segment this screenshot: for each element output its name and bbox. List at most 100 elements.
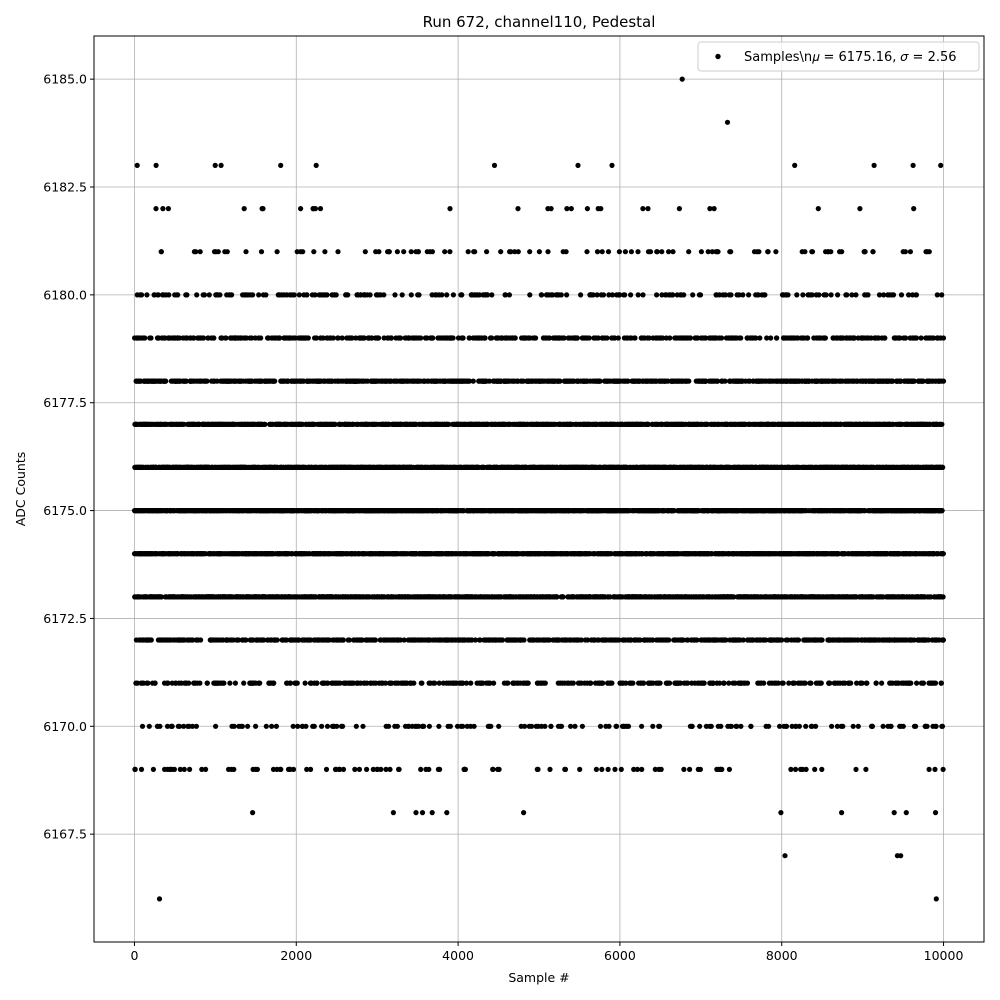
data-point xyxy=(239,723,245,729)
data-point xyxy=(489,335,495,341)
data-point xyxy=(333,292,339,298)
data-point xyxy=(491,162,498,168)
data-point xyxy=(447,723,453,729)
data-point xyxy=(198,637,204,643)
data-point xyxy=(134,162,140,168)
data-point xyxy=(231,766,237,773)
data-point xyxy=(171,766,177,773)
data-point xyxy=(352,766,358,773)
data-point xyxy=(153,162,159,168)
data-point xyxy=(490,766,496,773)
data-point xyxy=(314,680,320,686)
data-point xyxy=(250,292,256,298)
data-point xyxy=(533,335,539,341)
data-point xyxy=(436,723,442,729)
data-point xyxy=(312,206,318,212)
data-point xyxy=(323,766,330,773)
data-point xyxy=(288,680,294,686)
data-point xyxy=(256,292,262,298)
data-point xyxy=(158,249,164,255)
data-point xyxy=(498,249,504,255)
data-point xyxy=(388,335,394,341)
data-point xyxy=(444,292,450,298)
data-point xyxy=(372,637,378,643)
data-point xyxy=(249,335,255,341)
data-point xyxy=(345,292,351,298)
data-point xyxy=(218,162,224,168)
data-point xyxy=(177,723,183,729)
data-point xyxy=(206,292,212,298)
data-point xyxy=(340,637,346,643)
data-point xyxy=(204,378,210,384)
data-point xyxy=(311,723,317,729)
data-point xyxy=(470,378,476,384)
data-point xyxy=(527,249,533,255)
data-point xyxy=(217,292,223,298)
data-point xyxy=(512,335,518,341)
data-point xyxy=(159,594,165,600)
data-point xyxy=(340,766,347,773)
data-point xyxy=(334,723,340,729)
data-point xyxy=(462,766,468,773)
data-point xyxy=(165,206,171,212)
data-point xyxy=(277,335,283,341)
data-point xyxy=(295,723,301,729)
data-point xyxy=(138,766,145,773)
data-point xyxy=(376,249,382,255)
data-point xyxy=(169,723,175,729)
data-point xyxy=(215,249,221,255)
data-point xyxy=(308,766,314,773)
data-point xyxy=(160,206,166,212)
data-point xyxy=(231,723,237,729)
data-point xyxy=(263,292,269,298)
data-point xyxy=(142,335,148,341)
data-point xyxy=(191,335,197,341)
data-point xyxy=(376,335,382,341)
data-point xyxy=(260,206,266,212)
data-point xyxy=(396,766,402,773)
data-point xyxy=(213,723,219,729)
grid-lines xyxy=(94,36,984,942)
data-point xyxy=(236,637,242,643)
data-point xyxy=(465,249,471,255)
data-point xyxy=(274,249,280,255)
data-point xyxy=(362,249,368,255)
data-point xyxy=(227,680,233,686)
data-point xyxy=(339,335,345,341)
data-point xyxy=(356,766,362,773)
data-point xyxy=(525,680,531,686)
data-point xyxy=(360,723,366,729)
data-point xyxy=(165,680,171,686)
data-point xyxy=(261,637,267,643)
data-point xyxy=(496,723,502,729)
data-point xyxy=(472,249,478,255)
data-point xyxy=(294,680,300,686)
data-point xyxy=(426,766,432,773)
data-point xyxy=(442,249,448,255)
data-point xyxy=(482,335,488,341)
data-point xyxy=(304,292,310,298)
data-point xyxy=(190,637,196,643)
data-point xyxy=(199,766,205,773)
data-point xyxy=(263,723,269,729)
data-point xyxy=(148,335,154,341)
data-point xyxy=(302,680,308,686)
data-point xyxy=(418,766,424,773)
data-point xyxy=(484,249,490,255)
data-point xyxy=(221,680,227,686)
data-point xyxy=(145,680,151,686)
data-point xyxy=(401,249,407,255)
data-point xyxy=(386,723,392,729)
data-point xyxy=(447,249,453,255)
data-point xyxy=(429,249,435,255)
data-point xyxy=(232,680,238,686)
data-point xyxy=(450,292,456,298)
data-point xyxy=(381,292,387,298)
data-point xyxy=(394,249,400,255)
data-point xyxy=(303,723,309,729)
data-point xyxy=(324,292,330,298)
data-point xyxy=(313,162,319,168)
data-point xyxy=(515,249,521,255)
data-point xyxy=(340,723,346,729)
